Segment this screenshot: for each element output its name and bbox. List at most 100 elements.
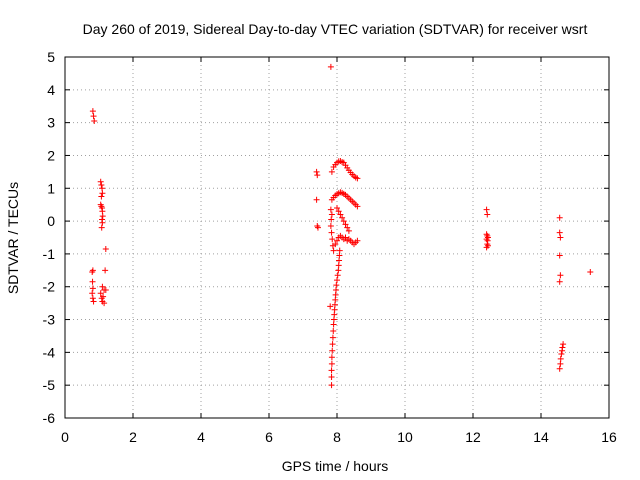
data-point <box>344 224 351 231</box>
data-point <box>90 298 97 305</box>
data-point <box>328 360 335 367</box>
data-points <box>89 63 594 389</box>
data-point <box>560 341 567 348</box>
data-point <box>329 334 336 341</box>
data-point <box>99 283 106 290</box>
data-point <box>329 236 336 243</box>
x-tick-label: 2 <box>129 429 137 445</box>
data-point <box>328 216 335 223</box>
data-point <box>587 268 594 275</box>
data-point <box>334 237 340 244</box>
y-tick-label: -4 <box>43 344 56 360</box>
data-point <box>557 360 564 367</box>
data-point <box>98 224 105 231</box>
y-tick-label: -3 <box>43 312 56 328</box>
y-tick-label: 1 <box>47 180 55 196</box>
data-point <box>102 287 109 294</box>
x-tick-label: 0 <box>61 429 69 445</box>
y-axis-label: SDTVAR / TECUs <box>5 182 21 294</box>
data-point <box>330 321 337 328</box>
x-tick-label: 8 <box>333 429 341 445</box>
data-point <box>91 117 98 124</box>
x-tick-label: 16 <box>601 429 617 445</box>
data-point <box>354 175 361 182</box>
y-tick-label: -2 <box>43 279 56 295</box>
x-tick-label: 10 <box>397 429 413 445</box>
data-point <box>483 244 490 251</box>
data-point <box>354 203 361 210</box>
data-point <box>337 211 344 218</box>
data-point <box>327 223 334 230</box>
data-point <box>334 277 340 284</box>
data-point <box>328 168 335 175</box>
data-point <box>329 341 336 348</box>
data-point <box>556 214 563 221</box>
y-tick-label: -5 <box>43 377 56 393</box>
data-point <box>89 285 96 292</box>
data-point <box>102 245 109 252</box>
y-tick-label: 4 <box>47 82 55 98</box>
data-point <box>342 234 349 241</box>
data-point <box>330 247 337 254</box>
data-point <box>484 211 491 218</box>
data-point <box>342 221 349 228</box>
data-point <box>339 214 346 221</box>
data-point <box>328 229 335 236</box>
data-point <box>101 300 108 307</box>
data-point <box>483 206 490 213</box>
x-tick-label: 6 <box>265 429 273 445</box>
data-point <box>327 206 334 213</box>
data-point <box>313 196 320 203</box>
data-point <box>89 278 96 285</box>
data-point <box>556 229 563 236</box>
chart-title: Day 260 of 2019, Sidereal Day-to-day VTE… <box>83 21 588 37</box>
data-point <box>328 354 335 361</box>
data-point <box>314 224 321 231</box>
data-point <box>558 351 565 358</box>
data-point <box>328 382 335 389</box>
data-point <box>89 108 96 115</box>
x-tick-label: 4 <box>197 429 205 445</box>
y-tick-label: 3 <box>47 115 55 131</box>
x-tick-label: 14 <box>533 429 549 445</box>
data-point <box>556 278 563 285</box>
data-point <box>327 303 334 310</box>
data-point <box>99 213 106 220</box>
data-point <box>335 208 342 215</box>
x-axis-ticks: 0 2 4 6 8 10 12 14 16 <box>61 57 617 445</box>
data-point <box>330 328 337 335</box>
data-point <box>98 193 105 200</box>
data-point <box>557 272 564 279</box>
data-point <box>99 219 106 226</box>
data-point <box>313 168 320 175</box>
data-point <box>556 365 563 372</box>
data-point <box>327 63 334 70</box>
data-point <box>98 295 105 302</box>
data-point <box>98 181 105 188</box>
data-point <box>345 227 352 234</box>
data-point <box>97 290 104 297</box>
y-tick-label: 5 <box>47 49 55 65</box>
data-point <box>90 113 97 120</box>
data-point <box>89 290 96 297</box>
data-point <box>102 267 109 274</box>
data-point <box>89 295 96 302</box>
y-axis-ticks: -6 -5 -4 -3 -2 -1 0 1 2 3 4 5 <box>43 49 609 426</box>
data-point <box>99 190 106 197</box>
y-tick-label: -6 <box>43 410 56 426</box>
data-point <box>329 347 336 354</box>
data-point <box>340 218 347 225</box>
data-point <box>314 172 321 179</box>
data-point <box>559 347 566 354</box>
x-tick-label: 12 <box>465 429 481 445</box>
data-point <box>328 373 335 380</box>
data-point <box>89 267 96 274</box>
data-point <box>332 241 339 248</box>
data-point <box>334 204 340 211</box>
data-point <box>354 237 361 244</box>
data-point <box>557 234 564 241</box>
grid-lines <box>65 57 609 418</box>
data-point <box>97 178 104 185</box>
data-point <box>334 272 341 279</box>
